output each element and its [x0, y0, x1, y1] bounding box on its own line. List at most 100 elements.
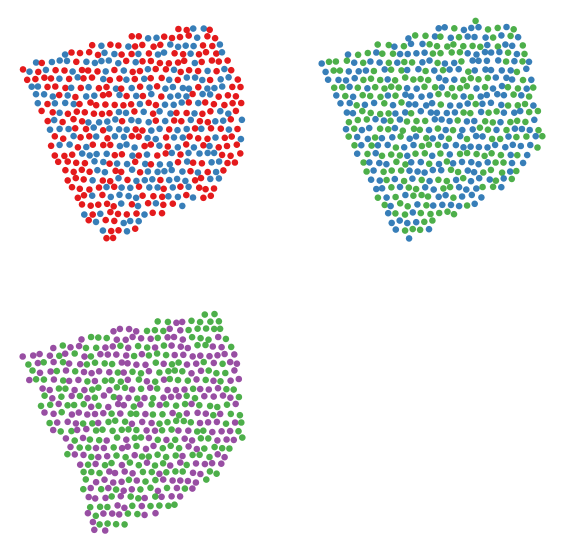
scatter-point — [68, 49, 75, 56]
scatter-point — [202, 376, 209, 384]
scatter-point — [131, 434, 139, 442]
scatter-point — [220, 167, 227, 174]
scatter-point — [219, 392, 227, 399]
scatter-point — [135, 152, 143, 159]
scatter-point — [117, 410, 124, 417]
scatter-point — [167, 442, 174, 450]
scatter-point — [113, 351, 120, 358]
scatter-point — [162, 85, 169, 92]
scatter-point — [149, 110, 157, 117]
scatter-point — [203, 476, 210, 483]
scatter-point — [374, 194, 382, 201]
scatter-point — [418, 191, 425, 199]
scatter-point — [40, 91, 48, 98]
scatter-point — [189, 451, 196, 459]
scatter-point — [458, 158, 466, 166]
scatter-point — [389, 50, 397, 57]
scatter-point — [400, 177, 408, 185]
scatter-point — [407, 159, 415, 166]
scatter-point — [135, 117, 142, 125]
scatter-point — [117, 492, 125, 500]
scatter-point — [431, 67, 438, 74]
scatter-point — [513, 68, 521, 76]
scatter-point — [122, 453, 129, 461]
scatter-point — [318, 60, 326, 67]
scatter-point — [500, 91, 508, 99]
scatter-point — [32, 59, 40, 66]
scatter-point — [391, 124, 399, 132]
scatter-point — [154, 168, 161, 176]
scatter-point — [46, 352, 54, 360]
scatter-point — [156, 59, 164, 67]
scatter-point — [118, 426, 126, 434]
scatter-point — [115, 126, 123, 133]
scatter-point — [174, 59, 182, 66]
scatter-point — [147, 74, 154, 82]
scatter-point — [141, 176, 149, 184]
scatter-point — [110, 444, 117, 451]
scatter-point — [148, 401, 155, 408]
scatter-point — [116, 91, 123, 99]
scatter-point — [209, 428, 216, 436]
scatter-point — [199, 110, 206, 118]
scatter-point — [91, 59, 99, 67]
scatter-point — [111, 469, 119, 477]
scatter-point — [214, 451, 221, 458]
scatter-point — [71, 368, 79, 375]
scatter-point — [426, 177, 433, 185]
scatter-point — [143, 151, 151, 158]
scatter-point — [92, 512, 100, 520]
scatter-point — [383, 160, 390, 168]
scatter-point — [109, 479, 117, 486]
scatter-point — [179, 368, 186, 375]
scatter-point — [88, 468, 95, 476]
scatter-point — [475, 143, 483, 151]
scatter-point — [128, 166, 136, 173]
scatter-point — [78, 166, 86, 174]
scatter-point — [62, 385, 69, 393]
scatter-point — [437, 150, 444, 157]
scatter-point — [513, 117, 521, 125]
scatter-point — [454, 117, 462, 124]
scatter-point — [215, 58, 223, 65]
scatter-point — [135, 461, 143, 469]
scatter-point — [82, 125, 90, 133]
scatter-point — [182, 141, 190, 148]
scatter-point — [201, 99, 209, 106]
scatter-point — [342, 125, 350, 133]
scatter-point — [175, 25, 182, 33]
scatter-point — [88, 41, 96, 49]
scatter-point — [156, 470, 163, 478]
scatter-point — [94, 419, 102, 427]
scatter-point — [417, 158, 425, 166]
scatter-point — [460, 109, 467, 116]
scatter-point — [120, 133, 128, 141]
scatter-point — [480, 169, 487, 176]
scatter-point — [114, 210, 122, 218]
scatter-point — [207, 192, 215, 200]
scatter-point — [62, 84, 69, 92]
scatter-point — [89, 211, 96, 218]
scatter-point — [360, 76, 367, 84]
scatter-point — [435, 160, 443, 168]
scatter-point — [471, 200, 479, 208]
scatter-point — [117, 168, 125, 176]
scatter-point — [100, 392, 108, 399]
scatter-point — [131, 158, 139, 166]
scatter-point — [194, 325, 201, 333]
scatter-point — [376, 159, 383, 167]
scatter-point — [34, 359, 42, 367]
scatter-point — [219, 360, 226, 368]
scatter-point — [442, 126, 450, 134]
scatter-point — [61, 350, 69, 358]
scatter-point — [183, 191, 190, 199]
scatter-point — [510, 91, 517, 98]
scatter-point — [142, 445, 150, 453]
scatter-point — [449, 126, 457, 134]
scatter-point — [142, 361, 149, 369]
scatter-point — [522, 118, 529, 126]
scatter-point — [177, 151, 184, 158]
scatter-point — [413, 50, 420, 57]
scatter-point — [92, 444, 100, 452]
scatter-point — [80, 368, 88, 376]
